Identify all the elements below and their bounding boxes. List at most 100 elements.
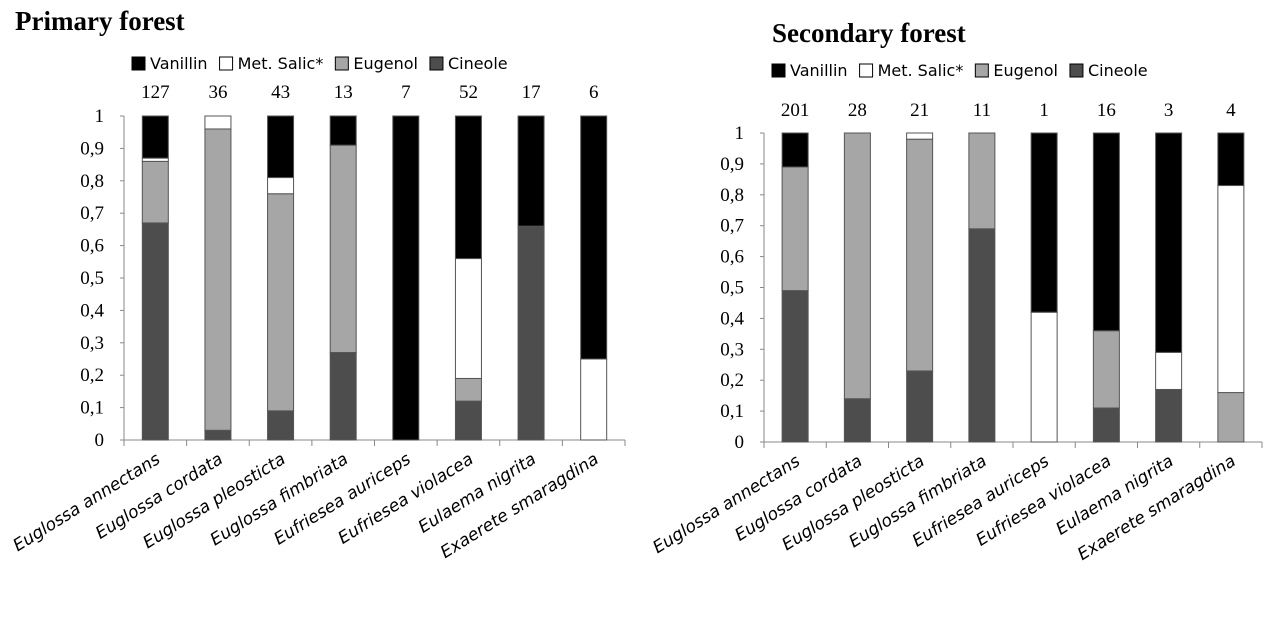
bar-segment	[968, 132, 996, 230]
y-tick-label: 0,9	[80, 138, 104, 159]
legend-label: Met. Salic*	[878, 61, 964, 80]
bar-segment	[1155, 132, 1183, 353]
count-label: 17	[522, 82, 541, 103]
count-label: 7	[401, 82, 411, 103]
bar-segment	[392, 115, 420, 441]
bar-segment	[1030, 311, 1058, 443]
count-label: 3	[1164, 100, 1174, 121]
count-label: 4	[1226, 100, 1236, 121]
y-tick-label: 0,6	[80, 236, 104, 257]
bar-segment	[1092, 407, 1120, 443]
y-tick-label: 0	[95, 430, 105, 451]
bar-segment	[329, 115, 357, 146]
bar-segment	[204, 429, 232, 441]
y-tick-label: 0,1	[80, 398, 104, 419]
legend-swatch	[334, 56, 349, 71]
bar-segment	[267, 193, 295, 412]
count-label: 1	[1039, 100, 1049, 121]
bar-segment	[781, 290, 809, 443]
legend-swatch	[771, 63, 786, 78]
legend-label: Cineole	[448, 54, 508, 73]
bar-segment	[204, 115, 232, 130]
bar-segment	[454, 377, 482, 402]
bar-segment	[267, 177, 295, 195]
legend-label: Eugenol	[353, 54, 418, 73]
y-tick-label: 0,4	[720, 308, 744, 329]
bar-segment	[843, 398, 871, 443]
legend-swatch	[131, 56, 146, 71]
y-tick-label: 0,7	[720, 216, 744, 237]
bar-segment	[141, 160, 169, 224]
y-tick-label: 0,9	[720, 154, 744, 175]
count-label: 201	[781, 100, 810, 121]
count-label: 36	[208, 82, 227, 103]
bar-segment	[1217, 185, 1245, 394]
bar-segment	[781, 132, 809, 168]
y-tick-label: 0,4	[80, 300, 104, 321]
bar-segment	[1217, 392, 1245, 443]
y-tick-label: 0,1	[720, 401, 744, 422]
bar-segment	[843, 132, 871, 400]
bar-segment	[1217, 132, 1245, 187]
chart-title: Primary forest	[15, 6, 185, 36]
legend-swatch	[219, 56, 234, 71]
legend-swatch	[974, 63, 989, 78]
bar-segment	[1092, 330, 1120, 409]
bar-segment	[454, 400, 482, 441]
legend-label: Cineole	[1088, 61, 1148, 80]
y-tick-label: 0,5	[720, 278, 744, 299]
y-tick-label: 0,6	[720, 247, 744, 268]
bar-segment	[1092, 132, 1120, 332]
legend-label: Met. Salic*	[238, 54, 324, 73]
count-label: 16	[1097, 100, 1116, 121]
bar-segment	[204, 128, 232, 431]
bar-segment	[454, 258, 482, 379]
count-label: 6	[589, 82, 599, 103]
bar-segment	[906, 370, 934, 443]
legend-label: Eugenol	[993, 61, 1058, 80]
bar-segment	[141, 115, 169, 159]
count-label: 127	[141, 82, 170, 103]
bar-segment	[1155, 351, 1183, 390]
legend-label: Vanillin	[150, 54, 208, 73]
bar-segment	[517, 115, 545, 227]
bar-segment	[267, 410, 295, 441]
count-label: 21	[910, 100, 929, 121]
chart-title: Secondary forest	[772, 18, 966, 48]
legend-swatch	[429, 56, 444, 71]
bar-segment	[329, 352, 357, 441]
y-tick-label: 0	[735, 432, 745, 453]
bar-segment	[1155, 388, 1183, 443]
count-label: 13	[334, 82, 353, 103]
bar-segment	[906, 138, 934, 372]
y-tick-label: 0,5	[80, 268, 104, 289]
y-tick-label: 0,7	[80, 203, 104, 224]
count-label: 28	[848, 100, 867, 121]
bar-segment	[968, 228, 996, 443]
bar-segment	[454, 115, 482, 260]
y-tick-label: 1	[735, 123, 745, 144]
y-tick-label: 0,3	[720, 339, 744, 360]
count-label: 43	[271, 82, 290, 103]
y-tick-label: 1	[95, 106, 105, 127]
count-label: 11	[973, 100, 991, 121]
bar-segment	[267, 115, 295, 179]
bar-segment	[580, 115, 608, 360]
legend-swatch	[859, 63, 874, 78]
y-tick-label: 0,2	[720, 370, 744, 391]
bar-segment	[141, 222, 169, 441]
y-tick-label: 0,3	[80, 333, 104, 354]
bar-segment	[1030, 132, 1058, 313]
count-label: 52	[459, 82, 478, 103]
legend-label: Vanillin	[790, 61, 848, 80]
bar-segment	[781, 166, 809, 292]
bar-segment	[906, 132, 934, 140]
bar-segment	[517, 225, 545, 441]
bar-segment	[580, 358, 608, 441]
legend-swatch	[1069, 63, 1084, 78]
bar-segment	[329, 144, 357, 354]
y-tick-label: 0,8	[720, 185, 744, 206]
y-tick-label: 0,2	[80, 365, 104, 386]
y-tick-label: 0,8	[80, 171, 104, 192]
